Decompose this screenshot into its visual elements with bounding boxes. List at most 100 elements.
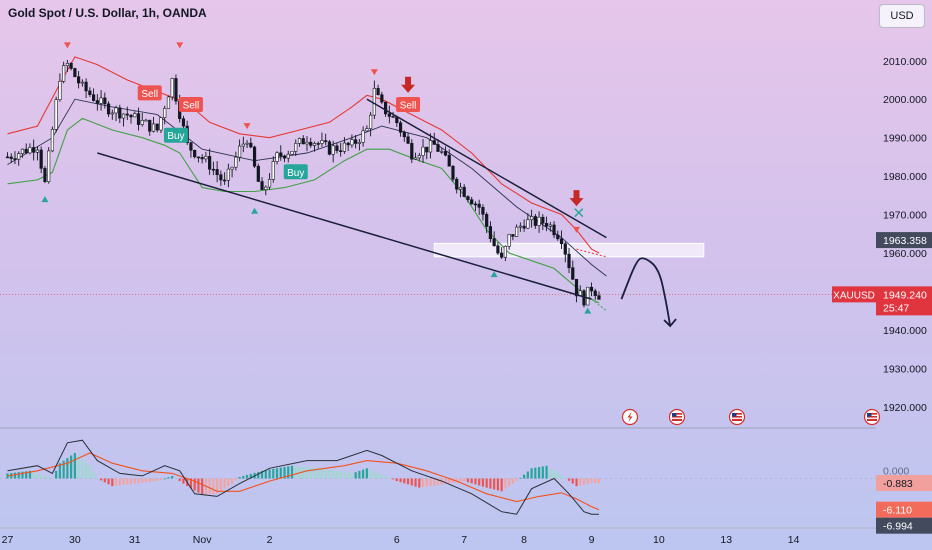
macd-histogram-bar [51,478,54,480]
macd-histogram-bar [564,478,567,479]
macd-histogram-bar [466,478,470,483]
candle-body [372,88,376,116]
macd-histogram-bar [264,470,267,479]
macd-histogram-bar [380,474,383,479]
level-label-box [876,232,932,249]
event-layer[interactable] [621,408,881,426]
x-tick-label: 10 [653,534,665,546]
candle-body [65,63,69,66]
candle [537,211,541,233]
candle-body [417,155,421,159]
x-tick-label: Nov [193,534,212,546]
x-tick-label: 14 [788,534,800,546]
candle [421,138,425,163]
macd-histogram-bar [343,472,346,479]
candle [320,132,324,147]
us-flag-event-icon[interactable] [863,408,881,426]
forecast-dotted-line [576,248,607,258]
macd-histogram-bar [328,469,331,479]
macd-histogram-bar [552,470,556,479]
macd-histogram-bar [395,478,398,482]
candle-body [129,114,133,118]
macd-histogram-bar [167,477,170,479]
candle [211,161,215,176]
macd-histogram-bar [163,478,166,480]
candle [582,289,586,308]
macd-histogram-bar [391,478,395,480]
macd-histogram-bar [178,478,181,482]
y-tick-label: 1930.000 [883,363,927,375]
candle [544,216,549,232]
candle-body [327,141,332,155]
macd-histogram-bar [410,478,413,486]
macd-histogram-bar [362,469,365,479]
candle-body [481,207,485,215]
candle [151,116,156,133]
candle-body [316,143,320,145]
lightning-event-icon[interactable] [621,408,639,426]
macd-histogram-bar [43,475,47,479]
trendline [97,152,592,300]
candle-body [69,63,73,69]
candle [425,146,429,160]
forecast-arrow-head [663,318,677,328]
candle-layer [5,59,601,308]
macd-histogram-bar [582,478,586,485]
macd-histogram-bar [418,478,421,488]
candle-body [136,113,141,125]
macd-histogram-bar [238,476,241,479]
candle-body [503,246,507,258]
candle-body [256,165,260,182]
currency-button[interactable]: USD [879,4,925,28]
y-tick-label: 1970.000 [883,210,927,222]
macd-histogram-bar [567,478,571,481]
candle [174,74,178,105]
candle [462,184,466,198]
lower-band-line [7,117,600,304]
candle-body [425,146,429,153]
candle-body [342,142,347,152]
candle [20,148,25,158]
macd-histogram-bar [201,478,204,495]
x-tick-label: 9 [589,534,595,546]
macd-histogram-bar [526,471,529,479]
us-flag-event-icon[interactable] [668,408,686,426]
macd-value-label-text: -0.883 [883,478,913,490]
sell-signal-label: Sell [178,96,203,112]
candle-body [144,119,148,122]
candle [440,148,444,155]
candle [357,138,361,151]
candle [297,137,302,147]
buy-triangle-marker [490,271,498,278]
candle [556,230,560,241]
candle-body [496,245,500,254]
macd-histogram-bar [275,468,279,479]
candle-body [518,225,522,228]
candle-body [118,107,122,119]
candle [136,107,141,131]
macd-histogram-bar [579,478,582,486]
macd-histogram-bar [388,477,391,479]
candle [541,213,545,230]
buy-signal-label: Buy [283,164,308,180]
candle [118,104,122,124]
candle [312,141,317,152]
us-flag-event-icon[interactable] [728,408,746,426]
candle [309,137,313,148]
sell-signal-label: Sell [137,85,162,101]
signal-label-box [283,164,308,180]
signal-label-box [163,127,188,143]
candle [342,137,347,154]
candle-body [526,219,530,229]
candle-body [140,119,144,125]
candle [571,260,575,281]
candle [65,59,69,73]
candle [455,177,459,194]
candle [155,123,159,133]
macd-histogram-bar [493,478,496,490]
candle [354,134,358,149]
macd-histogram-bar [549,468,552,479]
candle [515,224,519,237]
candle-body [204,156,208,160]
